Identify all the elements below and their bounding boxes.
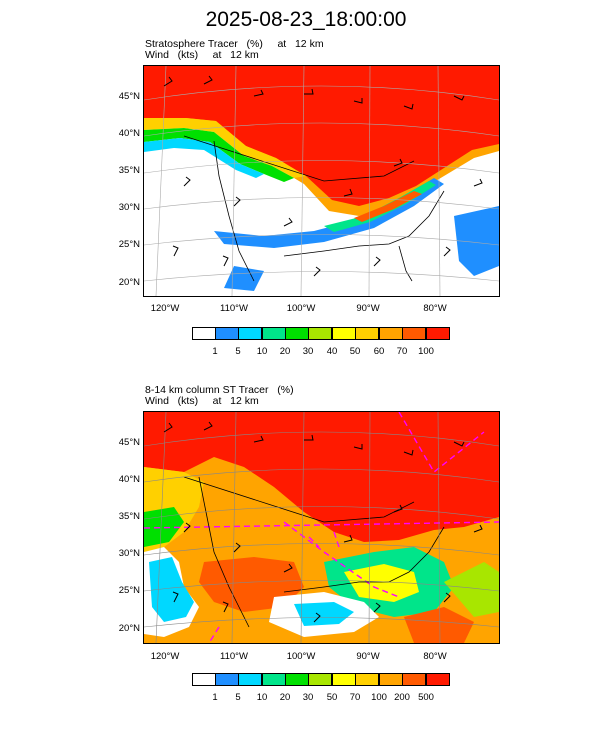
colorbar-label: 100: [418, 346, 434, 357]
panel2-lat-label: 25°N: [118, 585, 140, 596]
panel2-lon-label: 110°W: [220, 651, 248, 662]
colorbar-box: [379, 327, 403, 340]
colorbar-label: 40: [326, 346, 338, 357]
colorbar-box: [262, 327, 286, 340]
colorbar-label: 70: [396, 346, 408, 357]
colorbar-label: 30: [302, 346, 314, 357]
panel1-lat-label: 25°N: [118, 239, 140, 250]
panel1-lat-label: 35°N: [118, 165, 140, 176]
panel1-map-canvas: [144, 66, 499, 296]
panel2-map-canvas: [144, 412, 499, 643]
panel2-lat-label: 20°N: [118, 623, 140, 634]
panel1-lon-label: 110°W: [220, 303, 248, 314]
panel1-lon-label: 90°W: [356, 303, 380, 314]
colorbar-box: [426, 327, 450, 340]
page-title: 2025-08-23_18:00:00: [205, 8, 407, 31]
panel2-lat-label: 30°N: [118, 548, 140, 559]
panel1-field-title: Stratosphere Tracer (%) at 12 km: [145, 38, 324, 50]
panel2-lat-label: 45°N: [118, 437, 140, 448]
panel2-field-title: 8-14 km column ST Tracer (%): [145, 384, 294, 396]
colorbar-label: 20: [279, 692, 291, 703]
colorbar-label: 1: [212, 346, 218, 357]
colorbar-box: [192, 327, 216, 340]
colorbar-box: [308, 327, 332, 340]
colorbar-label: 1: [212, 692, 218, 703]
panel1-lon-label: 120°W: [150, 303, 180, 314]
panel2-lat-label: 35°N: [118, 511, 140, 522]
colorbar-box: [215, 673, 239, 686]
panel1-map: [143, 65, 500, 297]
colorbar-box: [285, 673, 309, 686]
panel1-lat-label: 40°N: [118, 128, 140, 139]
panel1-lat-label: 45°N: [118, 91, 140, 102]
panel2-map: [143, 411, 500, 644]
colorbar-box: [402, 327, 426, 340]
panel2-colorbar: [192, 673, 450, 686]
panel2-lat-label: 40°N: [118, 474, 140, 485]
panel1-lon-label: 80°W: [423, 303, 447, 314]
colorbar-box: [238, 327, 262, 340]
panel2-lon-label: 100°W: [286, 651, 316, 662]
colorbar-box: [285, 327, 309, 340]
colorbar-box: [215, 327, 239, 340]
colorbar-box: [238, 673, 262, 686]
colorbar-box: [192, 673, 216, 686]
panel1-wind-title: Wind (kts) at 12 km: [145, 49, 259, 61]
colorbar-label: 60: [373, 346, 385, 357]
panel1-lon-label: 100°W: [286, 303, 316, 314]
panel2-lon-label: 120°W: [150, 651, 180, 662]
colorbar-label: 70: [349, 692, 361, 703]
colorbar-box: [308, 673, 332, 686]
colorbar-box: [262, 673, 286, 686]
colorbar-box: [355, 673, 379, 686]
colorbar-label: 50: [349, 346, 361, 357]
colorbar-label: 500: [418, 692, 434, 703]
panel1-colorbar-labels: 1 5 10 20 30 40 50 60 70 100: [192, 346, 450, 358]
colorbar-box: [426, 673, 450, 686]
panel1-colorbar: [192, 327, 450, 340]
panel2-wind-title: Wind (kts) at 12 km: [145, 395, 259, 407]
colorbar-box: [355, 327, 379, 340]
colorbar-label: 10: [256, 346, 268, 357]
colorbar-box: [379, 673, 403, 686]
colorbar-box: [402, 673, 426, 686]
panel2-lon-label: 80°W: [423, 651, 447, 662]
colorbar-label: 50: [326, 692, 338, 703]
colorbar-label: 10: [256, 692, 268, 703]
panel1-lat-label: 20°N: [118, 277, 140, 288]
panel1-lat-label: 30°N: [118, 202, 140, 213]
colorbar-box: [332, 673, 356, 686]
colorbar-label: 100: [371, 692, 387, 703]
colorbar-box: [332, 327, 356, 340]
colorbar-label: 5: [235, 692, 241, 703]
panel2-lon-label: 90°W: [356, 651, 380, 662]
colorbar-label: 200: [394, 692, 410, 703]
colorbar-label: 30: [302, 692, 314, 703]
panel2-colorbar-labels: 1 5 10 20 30 50 70 100 200 500: [192, 692, 450, 704]
colorbar-label: 5: [235, 346, 241, 357]
colorbar-label: 20: [279, 346, 291, 357]
